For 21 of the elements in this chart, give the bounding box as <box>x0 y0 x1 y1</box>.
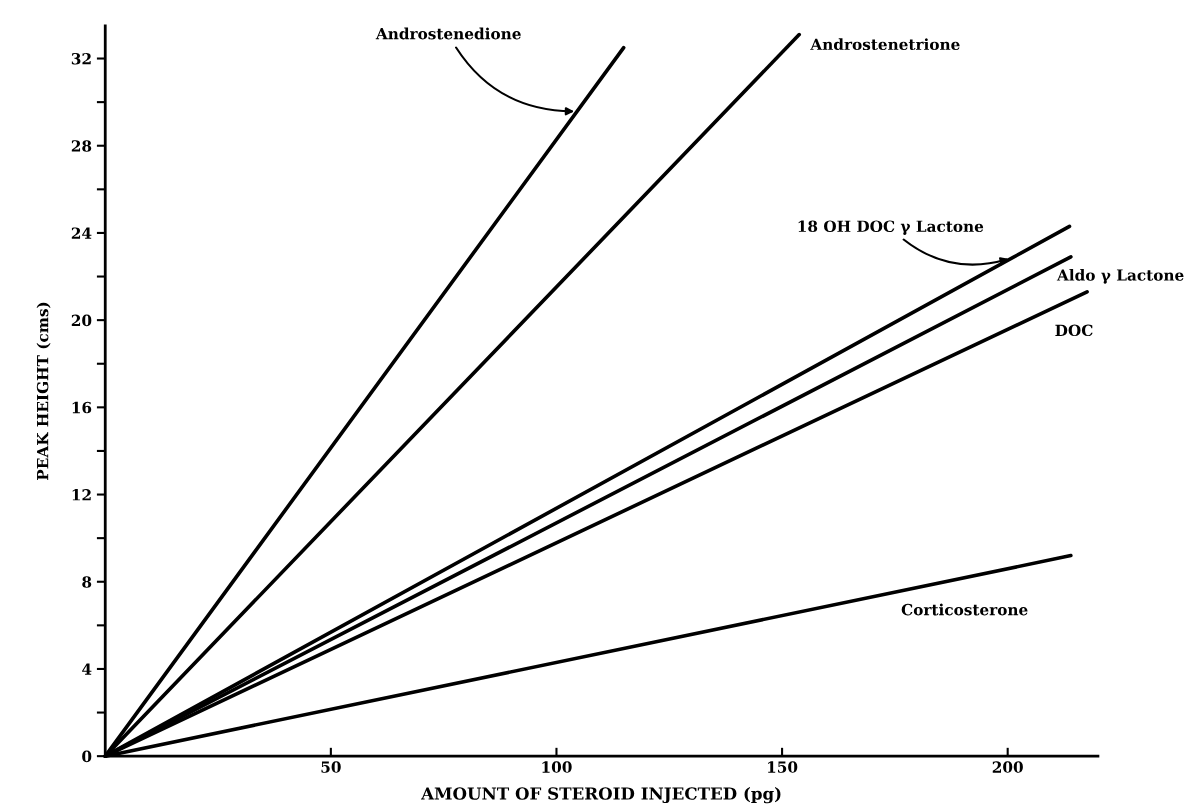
series-label: Corticosterone <box>901 603 1028 616</box>
series-label: DOC <box>1055 324 1093 337</box>
text: 18 OH DOC γ Lactone <box>798 220 984 235</box>
text: Androstenedione <box>375 27 521 40</box>
y-tick-label: 12 <box>72 489 91 501</box>
y-tick-label: 32 <box>71 52 91 65</box>
series-label: Aldo γ Lactone <box>1056 268 1184 284</box>
x-tick-label: 100 <box>542 761 572 773</box>
y-axis-title: PEAK HEIGHT (cms) <box>36 302 51 481</box>
y-tick-label: 8 <box>82 576 92 588</box>
y-tick-label: 28 <box>71 140 92 152</box>
x-tick-label: 150 <box>767 761 798 773</box>
y-tick-label: 4 <box>82 663 92 675</box>
x-tick-label: 50 <box>321 761 341 773</box>
x-tick-label: 200 <box>992 761 1023 773</box>
x-axis-title: AMOUNT OF STEROID INJECTED (pg) <box>421 786 781 804</box>
y-tick-label: 24 <box>71 227 92 239</box>
series-label: Androstenetrione <box>810 38 960 51</box>
y-tick-label: 20 <box>71 314 92 327</box>
y-tick-label: 16 <box>72 401 92 414</box>
y-tick-label: 0 <box>82 750 92 763</box>
